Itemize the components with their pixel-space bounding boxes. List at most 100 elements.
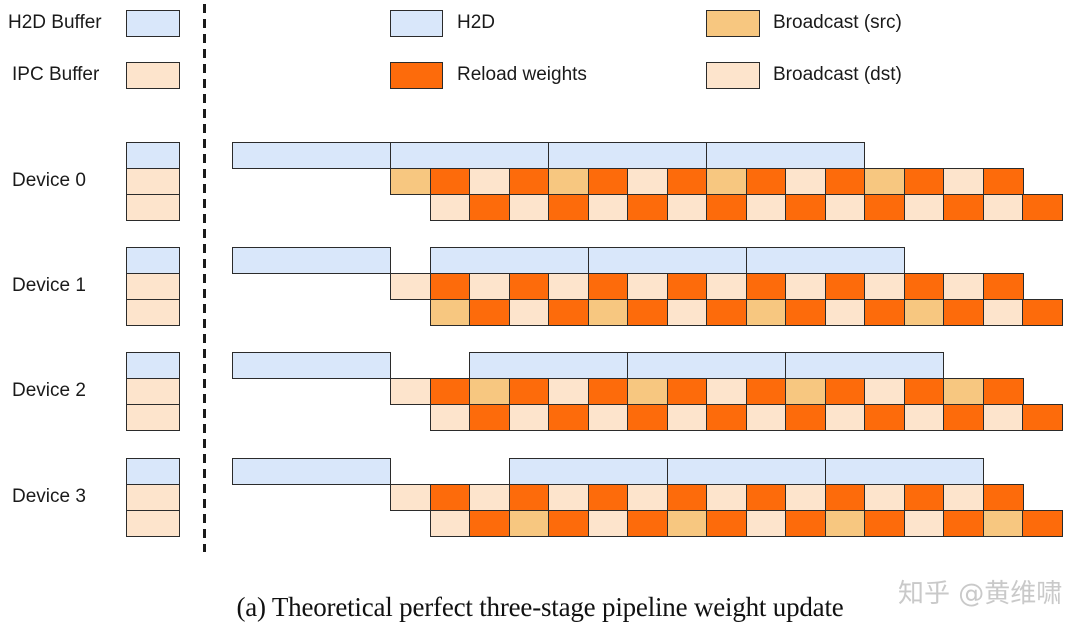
reload-weights-cell [509,484,550,511]
reload-weights-cell [548,299,589,326]
broadcast-dst-cell [667,299,708,326]
ipc-buffer [126,404,180,431]
broadcast-dst-cell [983,194,1024,221]
h2d-buffer [126,247,180,274]
reload-weights-cell [509,273,550,300]
broadcast-dst-cell [627,168,668,195]
reload-weights-cell [509,168,550,195]
reload-weights-cell [588,378,629,405]
broadcast-src-cell [904,299,945,326]
h2d-transfer-bar [785,352,944,379]
reload-weights-cell [667,168,708,195]
broadcast-dst-cell [667,404,708,431]
reload-weights-cell [588,273,629,300]
broadcast-dst-cell [548,378,589,405]
broadcast-dst-cell [943,168,984,195]
broadcast-dst-cell [825,194,866,221]
ipc-buffer [126,273,180,300]
broadcast-dst-cell [509,194,550,221]
legend-swatch-broadcast-src [706,10,760,37]
legend-swatch-h2d [390,10,443,37]
broadcast-dst-cell [785,484,826,511]
broadcast-dst-cell [825,299,866,326]
ipc-buffer [126,378,180,405]
broadcast-src-cell [983,510,1024,537]
reload-weights-cell [706,299,747,326]
h2d-transfer-bar [232,247,391,274]
broadcast-dst-cell [627,484,668,511]
broadcast-src-cell [943,378,984,405]
reload-weights-cell [825,168,866,195]
reload-weights-cell [983,484,1024,511]
reload-weights-cell [548,194,589,221]
reload-weights-cell [667,484,708,511]
reload-weights-cell [627,510,668,537]
reload-weights-cell [430,168,471,195]
broadcast-dst-cell [864,484,905,511]
broadcast-dst-cell [509,404,550,431]
reload-weights-cell [785,510,826,537]
broadcast-dst-cell [390,378,431,405]
reload-weights-cell [627,299,668,326]
h2d-transfer-bar [232,458,391,485]
reload-weights-cell [627,194,668,221]
reload-weights-cell [825,378,866,405]
broadcast-src-cell [509,510,550,537]
broadcast-dst-cell [627,273,668,300]
reload-weights-cell [943,194,984,221]
reload-weights-cell [943,510,984,537]
reload-weights-cell [825,273,866,300]
reload-weights-cell [1022,404,1063,431]
reload-weights-cell [430,484,471,511]
ipc-buffer [126,510,180,537]
h2d-buffer [126,352,180,379]
broadcast-dst-cell [785,273,826,300]
reload-weights-cell [706,510,747,537]
broadcast-dst-cell [706,378,747,405]
reload-weights-cell [588,168,629,195]
device-label: Device 0 [12,170,86,191]
h2d-buffer [126,458,180,485]
reload-weights-cell [1022,194,1063,221]
legend-swatch-broadcast-dst [706,62,760,89]
broadcast-dst-cell [390,273,431,300]
reload-weights-cell [904,378,945,405]
reload-weights-cell [1022,299,1063,326]
reload-weights-cell [943,299,984,326]
broadcast-dst-cell [469,484,510,511]
reload-weights-cell [864,510,905,537]
broadcast-dst-cell [509,299,550,326]
h2d-transfer-bar [825,458,984,485]
broadcast-dst-cell [588,194,629,221]
reload-weights-cell [983,273,1024,300]
h2d-transfer-bar [588,247,747,274]
h2d-transfer-bar [232,142,391,169]
legend-label: H2D Buffer [8,12,102,33]
broadcast-dst-cell [390,484,431,511]
reload-weights-cell [785,299,826,326]
reload-weights-cell [469,299,510,326]
ipc-buffer [126,168,180,195]
broadcast-src-cell [430,299,471,326]
reload-weights-cell [509,378,550,405]
broadcast-src-cell [864,168,905,195]
broadcast-src-cell [548,168,589,195]
broadcast-dst-cell [746,510,787,537]
reload-weights-cell [746,484,787,511]
reload-weights-cell [746,378,787,405]
broadcast-dst-cell [588,510,629,537]
broadcast-dst-cell [469,273,510,300]
h2d-transfer-bar [746,247,905,274]
watermark: 知乎 @黄维啸 [898,579,1063,609]
reload-weights-cell [430,273,471,300]
legend-label: Broadcast (src) [773,12,902,33]
reload-weights-cell [904,168,945,195]
broadcast-dst-cell [706,484,747,511]
reload-weights-cell [706,404,747,431]
reload-weights-cell [983,378,1024,405]
device-label: Device 2 [12,380,86,401]
reload-weights-cell [588,484,629,511]
broadcast-dst-cell [430,194,471,221]
h2d-transfer-bar [232,352,391,379]
legend-label: Broadcast (dst) [773,64,902,85]
